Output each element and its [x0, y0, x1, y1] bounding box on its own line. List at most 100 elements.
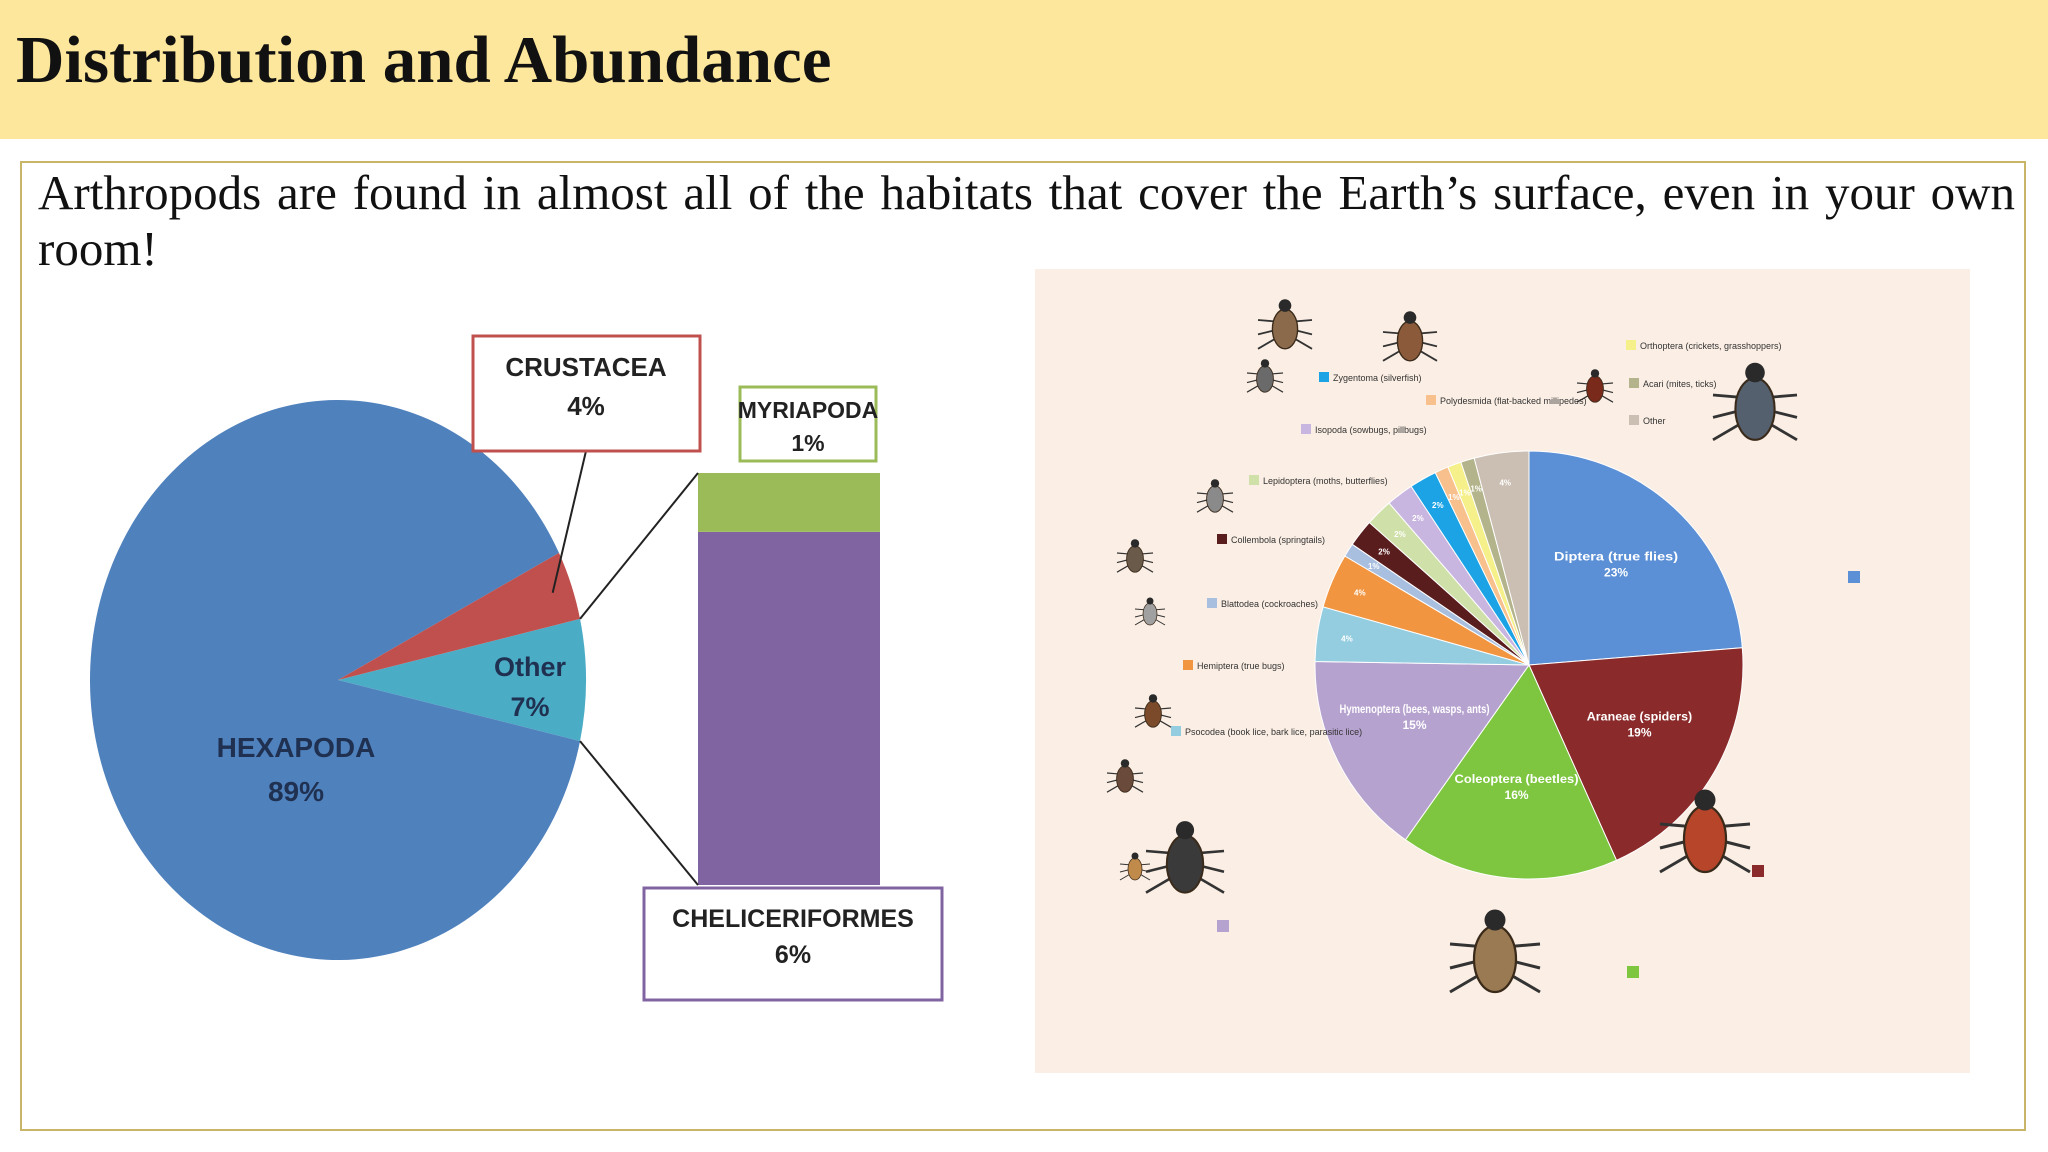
myriapoda-label: MYRIAPODA — [738, 397, 879, 423]
photo-swatch-hymenoptera-bees-wasps-ants — [1217, 920, 1229, 932]
order-slice-value-small: 1% — [1448, 493, 1460, 502]
body — [1271, 308, 1299, 350]
intro-text: Arthropods are found in almost all of th… — [38, 165, 2015, 276]
body — [1116, 765, 1134, 793]
legend-swatch — [1183, 660, 1193, 670]
tick-photo-icon — [1576, 369, 1614, 403]
order-slice-value: 15% — [1402, 718, 1426, 732]
head — [1210, 479, 1220, 488]
crustacea-callout-box — [471, 334, 702, 453]
true-bug-photo-icon — [1106, 759, 1144, 793]
millipede-photo-icon — [1382, 311, 1438, 362]
legend-item-other: Other — [1629, 415, 1666, 426]
spider-photo-icon — [1659, 789, 1751, 874]
legend-swatch — [1319, 372, 1329, 382]
head — [1130, 539, 1140, 548]
legend-swatch — [1249, 475, 1259, 485]
cockroach-photo-icon — [1134, 694, 1172, 728]
legend-swatch — [1217, 534, 1227, 544]
crustacea-value: 4% — [567, 391, 605, 421]
order-slice-name: Hymenoptera (bees, wasps, ants) — [1340, 702, 1490, 716]
page-title: Distribution and Abundance — [16, 23, 832, 97]
legend-item-zygentoma-silverfish: Zygentoma (silverfish) — [1319, 372, 1422, 383]
legend-item-orthoptera-crickets-grasshoppers: Orthoptera (crickets, grasshoppers) — [1626, 340, 1782, 351]
head — [1745, 362, 1765, 383]
photo-swatch-diptera-true-flies — [1848, 571, 1860, 583]
legend-label: Hemiptera (true bugs) — [1197, 661, 1285, 671]
legend-item-lepidoptera-moths-butterflies: Lepidoptera (moths, butterflies) — [1249, 475, 1388, 486]
body — [1126, 545, 1144, 573]
crustacea-label: CRUSTACEA — [505, 352, 667, 382]
legend-label: Acari (mites, ticks) — [1643, 379, 1717, 389]
order-slice-name: Diptera (true flies) — [1554, 550, 1678, 564]
content-box — [20, 161, 2026, 1131]
ant-photo-icon — [1145, 821, 1225, 894]
photo-swatch-araneae-spiders — [1752, 865, 1764, 877]
order-slice-value-small: 4% — [1499, 479, 1511, 488]
order-slice-value-small: 1% — [1368, 562, 1380, 571]
head — [1146, 597, 1154, 605]
head — [1484, 909, 1506, 931]
order-slice-araneae-spiders — [1528, 647, 1744, 861]
order-slice-other — [1473, 450, 1530, 666]
myriapoda-callout-box — [738, 385, 878, 463]
legend-item-hemiptera-true-bugs: Hemiptera (true bugs) — [1183, 660, 1285, 671]
pie-slice-hexapoda — [90, 400, 581, 961]
breakout-line-bottom — [579, 740, 699, 886]
order-slice-label-araneae-spiders: Araneae (spiders) 19% — [1587, 709, 1692, 739]
order-slice-value-small: 2% — [1394, 530, 1406, 539]
louse-photo-icon — [1119, 852, 1151, 881]
photo-swatch-coleoptera-beetles — [1627, 966, 1639, 978]
springtail-photo-icon — [1134, 597, 1166, 626]
fly-photo-icon — [1712, 362, 1798, 442]
hexapoda-value: 89% — [268, 776, 324, 807]
head — [1403, 311, 1417, 324]
legend-label: Collembola (springtails) — [1231, 535, 1325, 545]
legend-label: Polydesmida (flat-backed millipedes) — [1440, 396, 1587, 406]
insect-order-panel: Diptera (true flies) 23% Araneae (spiders)… — [1035, 269, 1970, 1073]
pie-slice-other — [338, 618, 586, 742]
order-slice-name: Coleoptera (beetles) — [1455, 772, 1579, 786]
order-slice-hymenoptera-bees-wasps-ants — [1314, 661, 1530, 841]
order-slice-value-small: 4% — [1354, 589, 1366, 598]
order-slice-diptera-true-flies — [1528, 450, 1743, 666]
head — [1131, 852, 1139, 860]
order-slice-value-small: 1% — [1459, 489, 1471, 498]
body — [1165, 834, 1205, 894]
legend-label: Zygentoma (silverfish) — [1333, 373, 1422, 383]
order-slice-value-small: 2% — [1432, 501, 1444, 510]
cricket-photo-icon — [1257, 299, 1313, 350]
legend-swatch — [1629, 378, 1639, 388]
body — [1396, 320, 1424, 362]
bar-segment-cheliceriformes — [698, 531, 880, 885]
silverfish-photo-icon — [1246, 359, 1284, 393]
head — [1120, 759, 1130, 768]
legend-swatch — [1301, 424, 1311, 434]
head — [1148, 694, 1158, 703]
legend-item-acari-mites-ticks: Acari (mites, ticks) — [1629, 378, 1717, 389]
order-slice-label-diptera-true-flies: Diptera (true flies) 23% — [1554, 550, 1678, 580]
legend-label: Isopoda (sowbugs, pillbugs) — [1315, 425, 1427, 435]
order-slice-value: 23% — [1604, 566, 1628, 580]
order-slice-value-small: 2% — [1412, 514, 1424, 523]
beetle-photo-icon — [1449, 909, 1541, 994]
body — [1127, 857, 1143, 881]
pie-slice-crustacea — [338, 552, 581, 680]
head — [1694, 789, 1716, 811]
legend-label: Other — [1643, 416, 1666, 426]
order-slice-label-coleoptera-beetles: Coleoptera (beetles) 16% — [1455, 772, 1579, 802]
bar-segment-myriapoda — [698, 473, 880, 532]
other-label: Other — [494, 652, 567, 682]
body — [1206, 485, 1224, 513]
head — [1278, 299, 1292, 312]
breakout-line-top — [579, 472, 699, 620]
legend-item-polydesmida-flat-backed-millipedes: Polydesmida (flat-backed millipedes) — [1426, 395, 1587, 406]
body — [1142, 602, 1158, 626]
legend-swatch — [1626, 340, 1636, 350]
legend-label: Lepidoptera (moths, butterflies) — [1263, 476, 1388, 486]
cheliceriformes-value: 6% — [775, 941, 811, 969]
head — [1590, 369, 1600, 378]
hexapoda-label: HEXAPODA — [217, 732, 376, 763]
legend-label: Orthoptera (crickets, grasshoppers) — [1640, 341, 1782, 351]
head — [1260, 359, 1270, 368]
